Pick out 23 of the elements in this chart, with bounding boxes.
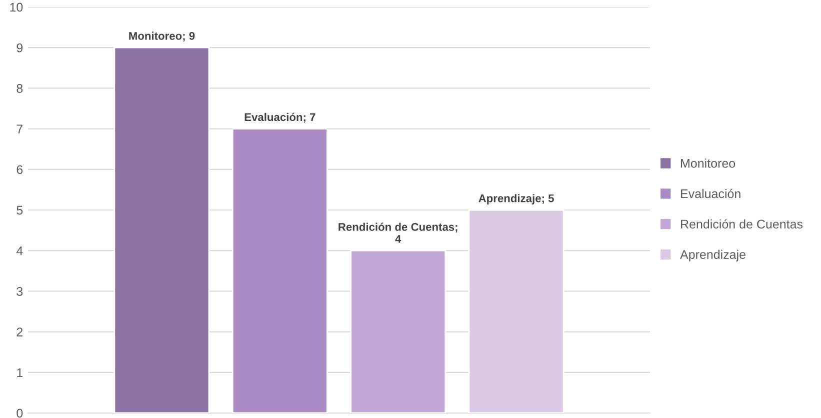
data-label: Monitoreo; 9 [129, 32, 195, 42]
y-tick-label: 9 [16, 43, 23, 52]
y-tick-label: 1 [17, 368, 23, 377]
legend-label: Aprendizaje [680, 250, 746, 262]
data-label: Evaluación; 7 [244, 112, 316, 123]
bar [468, 209, 564, 413]
legend-label: Rendición de Cuentas [681, 219, 803, 229]
y-tick-label: 0 [16, 408, 23, 418]
data-label: Aprendizaje; 5 [478, 194, 554, 204]
y-tick-label: 2 [16, 328, 23, 336]
legend-label: Monitoreo [681, 158, 736, 168]
y-tick-label: 8 [16, 84, 23, 93]
y-tick-label: 10 [10, 2, 23, 12]
data-label: Rendición de Cuentas; 4 [338, 222, 458, 243]
y-tick-label: 4 [16, 246, 23, 256]
y-tick-label: 5 [16, 206, 23, 215]
y-tick-label: 3 [16, 287, 23, 296]
y-tick-label: 7 [16, 124, 23, 134]
bar [350, 250, 446, 413]
bar [232, 128, 328, 413]
bar [114, 46, 210, 413]
y-tick-label: 6 [16, 165, 23, 174]
legend-label: Evaluación [681, 188, 740, 198]
